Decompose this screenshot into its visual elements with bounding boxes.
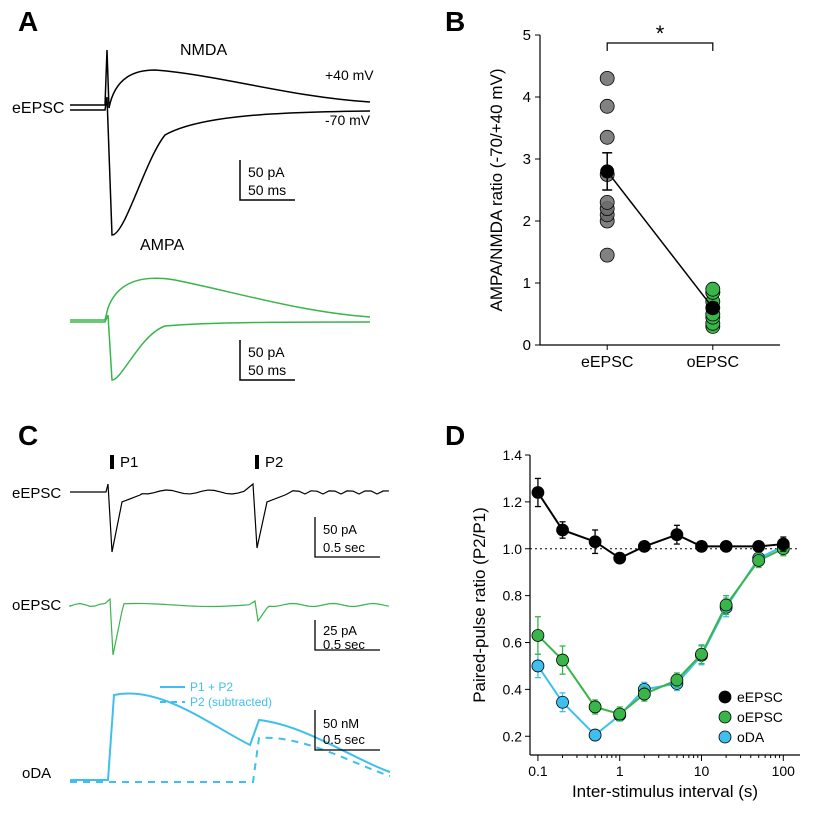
svg-text:2: 2 [523, 213, 531, 230]
svg-text:50 ms: 50 ms [248, 362, 286, 378]
svg-text:25 pA: 25 pA [323, 623, 357, 638]
svg-text:NMDA: NMDA [180, 42, 227, 59]
svg-text:50 pA: 50 pA [248, 164, 285, 180]
svg-text:4: 4 [523, 89, 531, 106]
svg-text:-70 mV: -70 mV [325, 112, 371, 128]
svg-text:+40 mV: +40 mV [325, 67, 374, 83]
svg-text:eEPSC: eEPSC [581, 354, 633, 371]
svg-text:0.2: 0.2 [503, 728, 523, 744]
svg-text:5: 5 [523, 27, 531, 44]
svg-text:1: 1 [616, 763, 624, 779]
svg-text:0.5 sec: 0.5 sec [323, 732, 365, 747]
svg-text:AMPA: AMPA [140, 237, 184, 254]
svg-text:oEPSC: oEPSC [12, 597, 61, 614]
svg-text:oEPSC: oEPSC [737, 709, 783, 725]
svg-text:eEPSC: eEPSC [12, 100, 64, 117]
svg-text:oEPSC: oEPSC [687, 354, 739, 371]
svg-text:Inter-stimulus interval (s): Inter-stimulus interval (s) [572, 782, 758, 801]
svg-text:10: 10 [694, 763, 710, 779]
svg-text:0.1: 0.1 [528, 763, 548, 779]
svg-text:0: 0 [523, 337, 531, 354]
svg-text:50 ms: 50 ms [248, 182, 286, 198]
svg-text:1.2: 1.2 [503, 494, 523, 510]
svg-text:50 nM: 50 nM [323, 716, 359, 731]
svg-text:Paired-pulse ratio (P2/P1): Paired-pulse ratio (P2/P1) [470, 507, 489, 703]
svg-text:1.0: 1.0 [503, 541, 523, 557]
svg-text:1: 1 [523, 275, 531, 292]
svg-text:0.5 sec: 0.5 sec [323, 540, 365, 555]
svg-text:oDA: oDA [737, 729, 765, 745]
svg-text:oDA: oDA [22, 765, 51, 782]
svg-text:50 pA: 50 pA [248, 344, 285, 360]
svg-text:P1 + P2: P1 + P2 [190, 680, 233, 694]
svg-text:0.4: 0.4 [503, 681, 523, 697]
svg-text:1.4: 1.4 [503, 447, 523, 463]
svg-text:P1: P1 [120, 454, 138, 471]
svg-text:100: 100 [772, 763, 796, 779]
svg-text:eEPSC: eEPSC [737, 689, 783, 705]
svg-text:P2: P2 [265, 454, 283, 471]
svg-text:0.5 sec: 0.5 sec [323, 637, 365, 652]
svg-text:AMPA/NMDA ratio (-70/+40 mV): AMPA/NMDA ratio (-70/+40 mV) [487, 69, 506, 312]
svg-text:50 pA: 50 pA [323, 522, 357, 537]
svg-text:0.6: 0.6 [503, 635, 523, 651]
svg-text:eEPSC: eEPSC [12, 485, 61, 502]
svg-text:*: * [656, 21, 665, 46]
svg-text:P2 (subtracted): P2 (subtracted) [190, 695, 272, 709]
figure-svg: eEPSC NMDA AMPA +40 mV -70 mV 50 pA 50 ms 50 pA… [0, 0, 825, 833]
svg-text:0.8: 0.8 [503, 588, 523, 604]
svg-text:3: 3 [523, 151, 531, 168]
